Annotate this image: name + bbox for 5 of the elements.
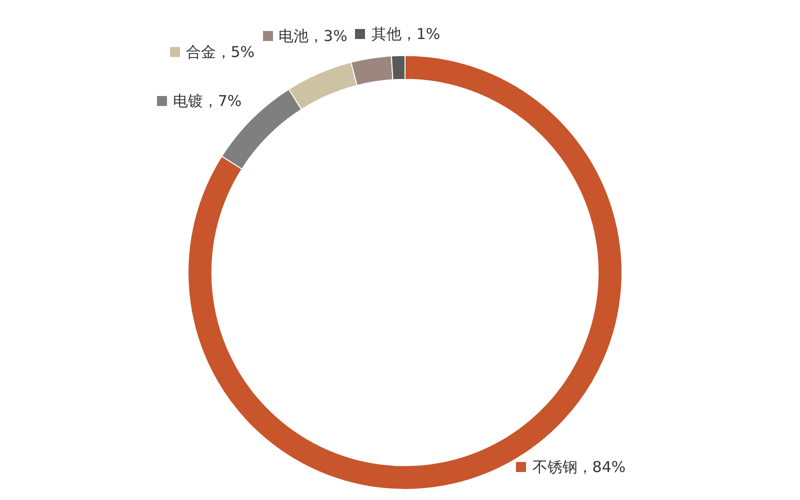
legend-label: 电镀，7% (172, 91, 242, 112)
legend-label: 其他，1% (371, 24, 440, 44)
legend-label: 电池，3% (278, 26, 348, 46)
legend-label: 不锈钢，84% (532, 456, 626, 477)
legend-label: 合金，5% (186, 42, 255, 62)
